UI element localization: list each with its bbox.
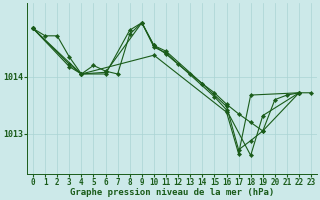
X-axis label: Graphe pression niveau de la mer (hPa): Graphe pression niveau de la mer (hPa) [70,188,274,197]
